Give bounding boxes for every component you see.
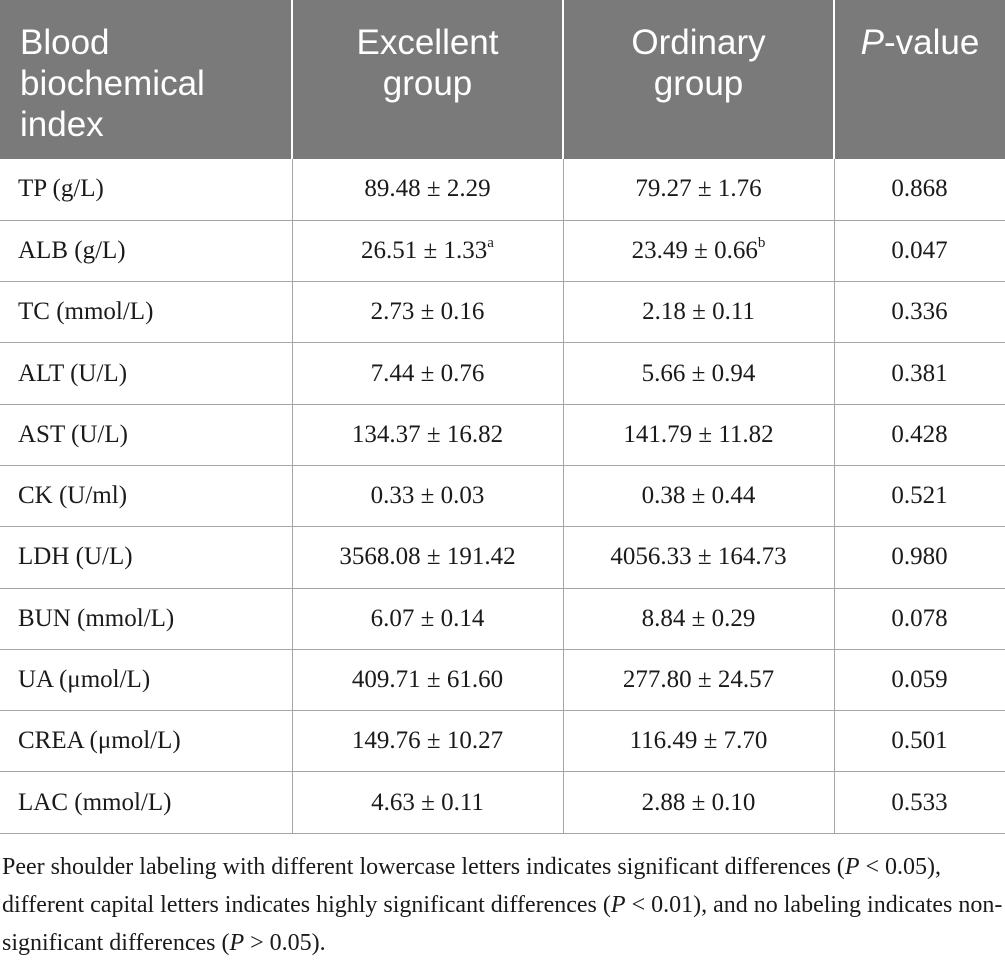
cell-ordinary: 2.88 ± 0.10: [563, 771, 835, 834]
cell-index: TP (g/L): [0, 159, 293, 221]
cell-ordinary-value: 5.66 ± 0.94: [641, 359, 756, 387]
cell-index: BUN (mmol/L): [0, 588, 293, 650]
cell-ordinary-value: 2.88 ± 0.10: [641, 788, 756, 816]
cell-p-value: 0.381: [834, 342, 1005, 405]
cell-excellent-value: 7.44 ± 0.76: [370, 359, 485, 387]
footnote-p-1: P: [844, 854, 860, 880]
cell-ordinary-value: 4056.33 ± 164.73: [610, 543, 787, 571]
cell-excellent: 4.63 ± 0.11: [292, 771, 564, 834]
header-p-rest: -value: [884, 23, 980, 62]
cell-p-value: 0.980: [834, 526, 1005, 589]
table-row: LAC (mmol/L) 4.63 ± 0.11 2.88 ± 0.10 0.533: [0, 771, 1005, 834]
cell-index: AST (U/L): [0, 404, 293, 466]
table-row: UA (μmol/L) 409.71 ± 61.60 277.80 ± 24.57 0…: [0, 649, 1005, 712]
cell-ordinary: 79.27 ± 1.76: [563, 159, 835, 221]
table-row: BUN (mmol/L) 6.07 ± 0.14 8.84 ± 0.29 0.078: [0, 588, 1005, 650]
cell-p-value: 0.059: [834, 649, 1005, 712]
header-p-value: P-value: [834, 0, 1005, 159]
cell-excellent-value: 149.76 ± 10.27: [351, 727, 504, 755]
cell-excellent-value: 6.07 ± 0.14: [370, 604, 485, 632]
cell-excellent: 26.51 ± 1.33a: [292, 220, 564, 283]
cell-ordinary: 277.80 ± 24.57: [563, 649, 835, 712]
table-header-row: Blood biochemical index Excellent group …: [0, 0, 1005, 159]
cell-excellent: 149.76 ± 10.27: [292, 710, 564, 773]
table-row: ALB (g/L) 26.51 ± 1.33a 23.49 ± 0.66b 0.047: [0, 220, 1005, 283]
cell-ordinary: 2.18 ± 0.11: [563, 281, 835, 344]
cell-excellent-value: 89.48 ± 2.29: [364, 175, 491, 203]
cell-ordinary-value: 8.84 ± 0.29: [641, 604, 756, 632]
header-excellent-group: Excellent group: [292, 0, 564, 159]
cell-ordinary: 0.38 ± 0.44: [563, 465, 835, 528]
cell-p-value: 0.336: [834, 281, 1005, 344]
cell-excellent: 89.48 ± 2.29: [292, 159, 564, 221]
cell-ordinary-value: 277.80 ± 24.57: [622, 666, 775, 694]
cell-excellent-value: 409.71 ± 61.60: [351, 666, 504, 694]
cell-excellent: 7.44 ± 0.76: [292, 342, 564, 405]
cell-excellent-value: 4.63 ± 0.11: [371, 788, 484, 816]
footnote-p-2: P: [610, 892, 626, 918]
header-ordinary-group: Ordinary group: [563, 0, 835, 159]
table-row: AST (U/L) 134.37 ± 16.82 141.79 ± 11.82 0.4…: [0, 404, 1005, 466]
cell-index: UA (μmol/L): [0, 649, 293, 712]
cell-ordinary-value: 2.18 ± 0.11: [642, 298, 755, 326]
footnote-p-3: P: [229, 930, 245, 956]
cell-index: TC (mmol/L): [0, 281, 293, 344]
cell-excellent-value: 3568.08 ± 191.42: [339, 543, 516, 571]
cell-excellent: 6.07 ± 0.14: [292, 588, 564, 650]
cell-ordinary: 141.79 ± 11.82: [563, 404, 835, 466]
header-p-letter: P: [860, 23, 885, 62]
cell-excellent-value: 26.51 ± 1.33: [361, 236, 488, 264]
footnote-text-1: Peer shoulder labeling with different lo…: [2, 854, 845, 880]
cell-index: CREA (μmol/L): [0, 710, 293, 773]
cell-ordinary-value: 79.27 ± 1.76: [635, 175, 762, 203]
table-row: LDH (U/L) 3568.08 ± 191.42 4056.33 ± 164.7…: [0, 526, 1005, 589]
cell-p-value: 0.501: [834, 710, 1005, 773]
cell-ordinary: 23.49 ± 0.66b: [563, 220, 835, 283]
cell-ordinary: 8.84 ± 0.29: [563, 588, 835, 650]
cell-excellent-value: 134.37 ± 16.82: [351, 420, 504, 448]
cell-excellent-value: 0.33 ± 0.03: [370, 482, 485, 510]
cell-p-value: 0.521: [834, 465, 1005, 528]
cell-excellent: 409.71 ± 61.60: [292, 649, 564, 712]
table-row: CREA (μmol/L) 149.76 ± 10.27 116.49 ± 7.70…: [0, 710, 1005, 773]
cell-excellent-superscript: a: [487, 234, 494, 251]
cell-p-value: 0.868: [834, 159, 1005, 221]
cell-index: LAC (mmol/L): [0, 771, 293, 834]
footnote-text-3: < 0.01), and no labeling indicates non-s…: [2, 892, 1003, 956]
cell-ordinary-superscript: b: [757, 234, 766, 251]
cell-ordinary: 4056.33 ± 164.73: [563, 526, 835, 589]
cell-excellent: 3568.08 ± 191.42: [292, 526, 564, 589]
footnote-text-2: < 0.05), different capital letters indic…: [2, 854, 942, 918]
cell-excellent: 2.73 ± 0.16: [292, 281, 564, 344]
table-row: CK (U/ml) 0.33 ± 0.03 0.38 ± 0.44 0.521: [0, 465, 1005, 528]
cell-excellent: 134.37 ± 16.82: [292, 404, 564, 466]
cell-ordinary: 116.49 ± 7.70: [563, 710, 835, 773]
cell-p-value: 0.078: [834, 588, 1005, 650]
cell-p-value: 0.533: [834, 771, 1005, 834]
table-row: TP (g/L) 89.48 ± 2.29 79.27 ± 1.76 0.868: [0, 159, 1005, 221]
table-row: TC (mmol/L) 2.73 ± 0.16 2.18 ± 0.11 0.336: [0, 281, 1005, 344]
cell-p-value: 0.428: [834, 404, 1005, 466]
cell-index: LDH (U/L): [0, 526, 293, 589]
header-blood-biochemical-index: Blood biochemical index: [0, 0, 293, 159]
cell-ordinary-value: 0.38 ± 0.44: [641, 482, 756, 510]
cell-index: ALT (U/L): [0, 342, 293, 405]
cell-excellent: 0.33 ± 0.03: [292, 465, 564, 528]
table-footnote: Peer shoulder labeling with different lo…: [0, 848, 1005, 962]
cell-excellent-value: 2.73 ± 0.16: [370, 298, 485, 326]
table-row: ALT (U/L) 7.44 ± 0.76 5.66 ± 0.94 0.381: [0, 342, 1005, 405]
cell-ordinary-value: 141.79 ± 11.82: [623, 420, 774, 448]
cell-ordinary-value: 116.49 ± 7.70: [629, 727, 768, 755]
footnote-text-4: > 0.05).: [244, 930, 326, 956]
cell-ordinary: 5.66 ± 0.94: [563, 342, 835, 405]
cell-index: CK (U/ml): [0, 465, 293, 528]
cell-index: ALB (g/L): [0, 220, 293, 283]
cell-ordinary-value: 23.49 ± 0.66: [631, 236, 758, 264]
cell-p-value: 0.047: [834, 220, 1005, 283]
biochemical-table: Blood biochemical index Excellent group …: [0, 0, 1005, 834]
